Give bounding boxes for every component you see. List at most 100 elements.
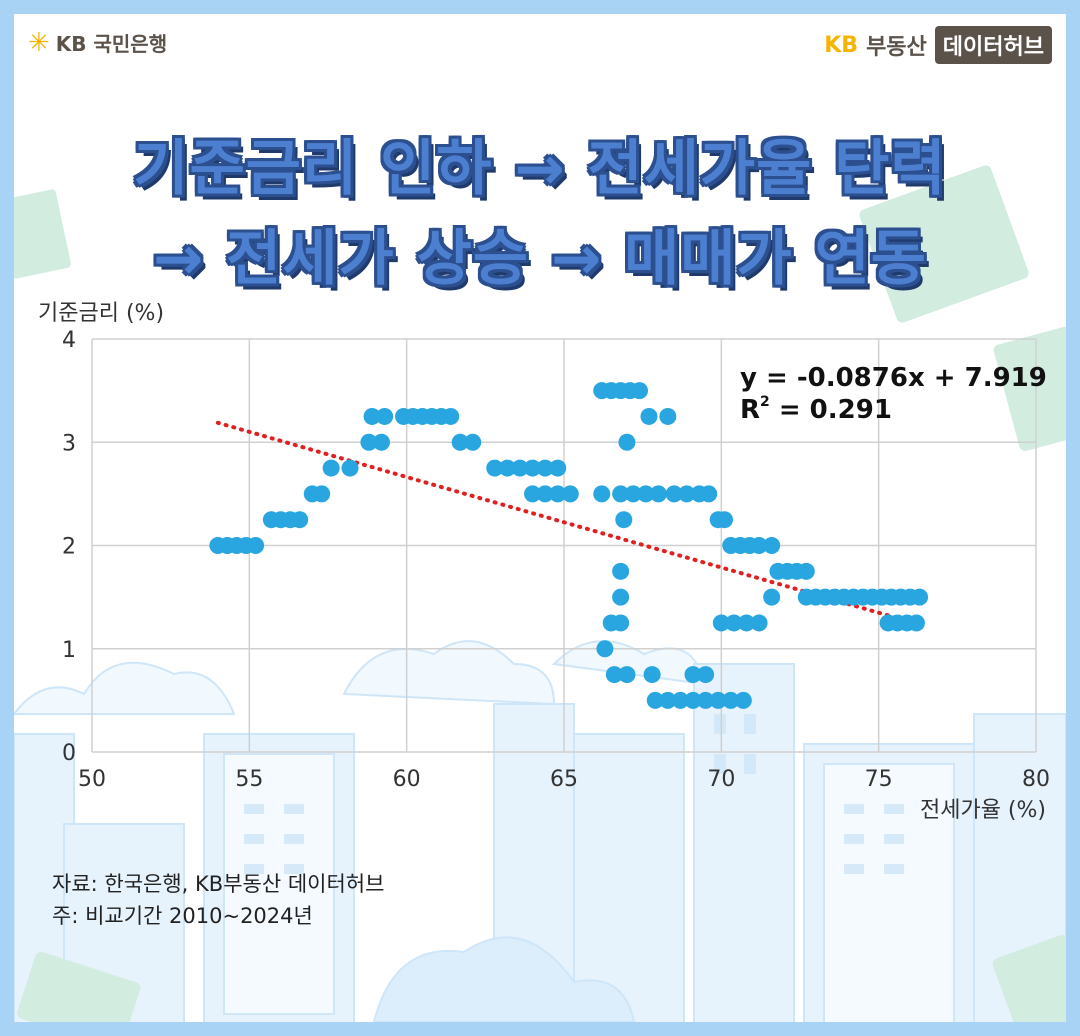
y-tick-label: 3 (62, 431, 76, 456)
kb-bank-name: KB 국민은행 (55, 32, 168, 56)
data-point (725, 614, 743, 632)
data-point (911, 588, 929, 606)
data-point (549, 459, 567, 477)
axis-ticks: 50 55 60 65 70 75 80 0 1 2 3 4 (62, 328, 1050, 792)
data-point (763, 588, 781, 606)
data-point (665, 485, 683, 503)
source-note: 자료: 한국은행, KB부동산 데이터허브 (52, 872, 385, 896)
data-point (372, 433, 390, 451)
data-point (561, 485, 579, 503)
data-point (678, 485, 696, 503)
y-tick-label: 4 (62, 328, 76, 353)
headline-line-1: 기준금리 인하 → 전세가율 탄력 (133, 134, 947, 204)
x-tick-label: 80 (1022, 767, 1050, 792)
data-point (341, 459, 359, 477)
data-point (536, 485, 554, 503)
data-point (360, 433, 378, 451)
data-point (451, 433, 469, 451)
data-point (464, 433, 482, 451)
data-point (549, 485, 567, 503)
kb-realestate-logo: KB 부동산 데이터허브 (824, 26, 1052, 64)
r-squared: R2 = 0.291 (740, 394, 892, 425)
data-point (596, 640, 614, 658)
data-point (498, 459, 516, 477)
data-point (313, 485, 331, 503)
x-tick-label: 50 (78, 767, 106, 792)
x-tick-label: 60 (393, 767, 421, 792)
data-point (624, 485, 642, 503)
data-point (709, 691, 727, 709)
r-squared-superscript: 2 (760, 394, 770, 410)
data-point (700, 485, 718, 503)
brand-name: 부동산 (866, 35, 927, 60)
data-point (612, 485, 630, 503)
data-point (291, 511, 309, 529)
x-tick-label: 55 (235, 767, 263, 792)
data-point (643, 666, 661, 684)
data-point (722, 691, 740, 709)
data-point (649, 485, 667, 503)
city-skyline (14, 640, 1066, 1022)
brand-kb: KB (824, 32, 859, 58)
kb-star-icon: ✳ (28, 27, 50, 58)
data-point (511, 459, 529, 477)
data-point (536, 459, 554, 477)
data-point (659, 407, 677, 425)
data-point (486, 459, 504, 477)
data-point (684, 666, 702, 684)
scatter-chart: 기준금리 (%) 전세가율 (%) 50 55 60 65 70 75 80 0 1 2 3 4 y … (38, 301, 1050, 823)
data-point (750, 614, 768, 632)
brand-badge: 데이터허브 (934, 26, 1052, 64)
data-point (605, 666, 623, 684)
period-note: 주: 비교기간 2010~2024년 (52, 904, 313, 928)
data-point (524, 485, 542, 503)
data-point (646, 691, 664, 709)
data-point (734, 691, 752, 709)
background-illustration (14, 165, 1066, 1022)
data-point (247, 537, 265, 554)
y-axis-label: 기준금리 (%) (38, 301, 164, 326)
data-point (615, 511, 633, 529)
data-point (618, 666, 636, 684)
x-tick-label: 65 (550, 767, 578, 792)
data-point (612, 588, 630, 606)
data-point (640, 407, 658, 425)
data-point (738, 614, 756, 632)
data-point (715, 511, 733, 529)
trendline (215, 420, 906, 622)
data-point (697, 691, 715, 709)
x-tick-label: 70 (707, 767, 735, 792)
data-point (763, 537, 781, 554)
y-tick-label: 0 (62, 741, 76, 766)
headline-line-2: → 전세가 상승 → 매매가 연동 (153, 224, 927, 294)
data-point (750, 537, 768, 554)
data-point (322, 459, 340, 477)
building-windows (244, 714, 904, 874)
data-point (631, 382, 649, 400)
data-point (612, 562, 630, 580)
data-point (697, 666, 715, 684)
data-point (363, 407, 381, 425)
x-tick-label: 75 (865, 767, 893, 792)
y-tick-label: 1 (62, 638, 76, 663)
data-point (618, 433, 636, 451)
data-point (684, 691, 702, 709)
data-point (637, 485, 655, 503)
data-point (712, 614, 730, 632)
x-axis-label: 전세가율 (%) (920, 798, 1046, 823)
r-squared-prefix: R (740, 395, 760, 425)
y-tick-label: 2 (62, 535, 76, 560)
data-point (593, 485, 611, 503)
regression-equation: y = -0.0876x + 7.919 (740, 363, 1047, 393)
data-point (659, 691, 677, 709)
data-point (797, 562, 815, 580)
data-point (442, 407, 460, 425)
data-point (671, 691, 689, 709)
trendline-group (215, 420, 906, 622)
banknote-decoration (14, 165, 1066, 1022)
data-point (524, 459, 542, 477)
data-points (209, 382, 929, 709)
kb-bank-logo: ✳ KB 국민은행 (28, 28, 167, 57)
data-point (907, 614, 925, 632)
